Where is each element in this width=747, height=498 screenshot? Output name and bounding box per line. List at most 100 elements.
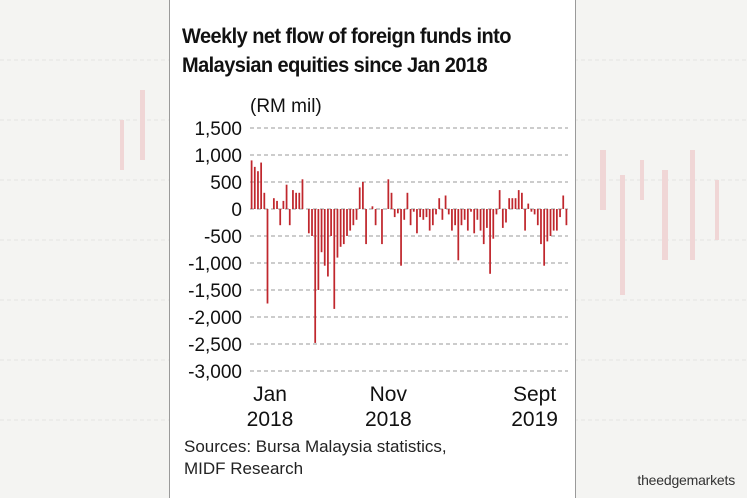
bar <box>381 209 383 245</box>
bar <box>298 192 301 209</box>
y-tick-label: 0 <box>231 200 242 221</box>
bar <box>470 209 472 212</box>
bar <box>501 209 504 228</box>
bar <box>473 209 476 234</box>
bar <box>441 209 444 220</box>
bar <box>451 209 453 231</box>
bar <box>492 209 495 239</box>
bar <box>556 209 558 231</box>
bar <box>416 209 418 234</box>
sources-line-1: Sources: Bursa Malaysia statistics, <box>184 437 447 456</box>
y-tick-label: 500 <box>210 173 242 194</box>
bar <box>393 209 396 218</box>
bar <box>466 209 469 231</box>
bar <box>428 209 431 231</box>
bar <box>422 209 425 220</box>
bar <box>272 198 275 209</box>
bar <box>524 209 526 231</box>
bar <box>288 209 291 226</box>
bar <box>320 209 323 253</box>
unit-label: (RM mil) <box>250 96 322 117</box>
bar <box>438 198 441 209</box>
bar <box>285 184 288 209</box>
bar <box>521 192 523 209</box>
bar <box>333 209 336 309</box>
bar <box>486 209 488 228</box>
chart-card: Weekly net flow of foreign funds into Ma… <box>169 0 576 498</box>
bar <box>498 190 501 209</box>
bar <box>358 187 361 209</box>
bar <box>330 209 332 236</box>
y-tick-label: -2,500 <box>188 335 242 356</box>
bar <box>409 209 412 226</box>
bar <box>406 192 409 209</box>
bar <box>489 209 491 274</box>
x-tick-label: 2019 <box>511 408 558 430</box>
bar <box>565 209 568 226</box>
bar <box>540 209 542 245</box>
bar <box>533 209 536 215</box>
bar <box>292 190 294 209</box>
bar <box>349 209 352 231</box>
bar <box>511 198 514 209</box>
bar <box>505 209 507 223</box>
bar <box>352 209 355 226</box>
bar <box>317 209 320 290</box>
bar <box>552 209 555 231</box>
bar <box>314 209 317 343</box>
y-tick-label: -500 <box>204 227 242 248</box>
bar <box>390 192 393 209</box>
bar <box>336 209 339 258</box>
chart-plot: (RM mil) 1,500 1,000 500 0 -500 -1,000 -1,500 -2… <box>188 96 568 430</box>
bar <box>257 171 259 209</box>
bar <box>346 209 348 236</box>
chart-title: Weekly net flow of foreign funds into Ma… <box>182 22 547 80</box>
y-tick-label: 1,500 <box>194 119 242 140</box>
bar <box>371 206 374 209</box>
bar <box>323 209 326 266</box>
y-tick-label: -1,500 <box>188 281 242 302</box>
bar <box>412 209 415 212</box>
bar <box>517 190 520 209</box>
bar <box>342 209 345 245</box>
bar <box>419 209 422 218</box>
x-tick-label: 2018 <box>365 408 412 430</box>
y-tick-label: 1,000 <box>194 146 242 167</box>
bar <box>400 209 402 266</box>
bar <box>362 182 364 209</box>
bar <box>495 209 498 215</box>
bar <box>460 209 463 226</box>
bar <box>431 209 434 226</box>
x-tick-label: 2018 <box>247 408 294 430</box>
bar <box>339 209 342 247</box>
bar <box>397 209 399 214</box>
bar <box>327 209 329 277</box>
bar <box>374 209 377 226</box>
bar <box>301 179 304 209</box>
bar <box>253 166 256 209</box>
bar <box>476 209 479 220</box>
bar <box>403 209 406 220</box>
x-tick-label: Jan <box>253 383 287 406</box>
sources-line-2: MIDF Research <box>184 459 304 478</box>
bar <box>279 209 282 226</box>
bar <box>454 209 456 226</box>
y-tick-label: -2,000 <box>188 308 242 329</box>
bar <box>549 209 552 236</box>
bar <box>527 203 530 209</box>
brand-watermark: theedgemarkets <box>637 472 735 488</box>
bar <box>543 209 546 266</box>
bar <box>263 192 266 209</box>
bar <box>444 195 447 209</box>
bar <box>562 195 565 209</box>
bar <box>457 209 460 261</box>
bar <box>282 200 285 209</box>
x-tick-label: Nov <box>370 383 408 406</box>
bar <box>260 162 263 209</box>
bar <box>482 209 485 245</box>
bar <box>266 209 269 304</box>
bar <box>530 209 533 212</box>
bar <box>311 209 313 236</box>
bar <box>559 209 561 218</box>
bar <box>307 209 310 234</box>
